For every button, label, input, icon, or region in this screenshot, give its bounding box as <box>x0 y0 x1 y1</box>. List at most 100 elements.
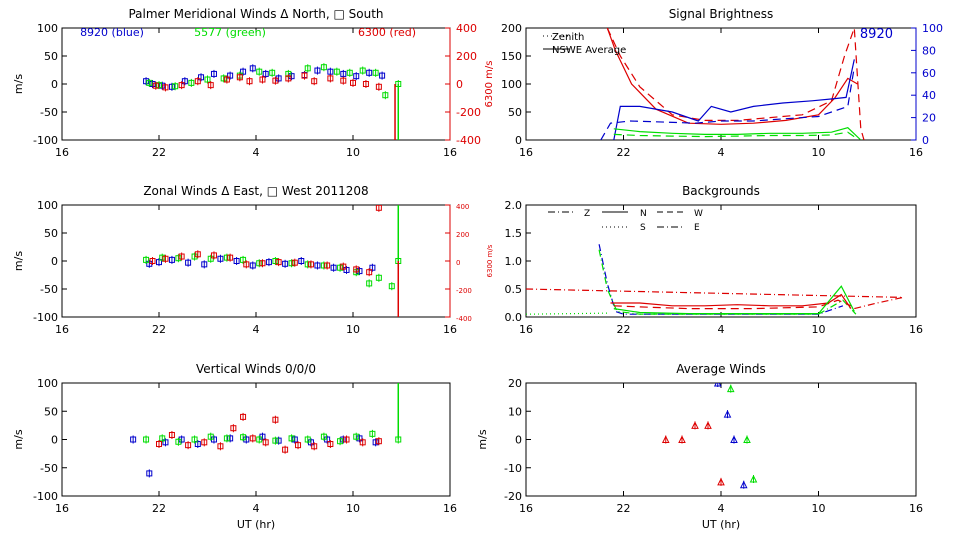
y2-tick-label: -400 <box>456 315 472 323</box>
data-point <box>343 266 350 273</box>
series-line <box>598 244 844 315</box>
data-point <box>275 437 282 444</box>
data-point <box>311 78 318 85</box>
data-point <box>314 67 321 74</box>
legend-entry: W <box>694 209 703 219</box>
y-tick-label: 0.5 <box>505 283 523 296</box>
x-tick-label: 16 <box>909 502 923 515</box>
data-point <box>272 258 279 264</box>
data-point <box>337 438 344 445</box>
data-point <box>207 255 214 262</box>
y2-tick-label: 0 <box>922 134 929 147</box>
data-point <box>739 480 748 489</box>
y2-tick-label: -200 <box>456 106 481 119</box>
panel-annotation: 8920 <box>860 27 893 42</box>
data-point <box>227 435 234 442</box>
x-tick-label: 22 <box>152 323 166 336</box>
data-point <box>291 436 298 443</box>
data-point <box>324 262 331 269</box>
series-line <box>600 67 855 140</box>
y-tick-label: 0 <box>51 434 58 447</box>
data-point <box>369 430 376 437</box>
x-tick-label: 10 <box>346 502 360 515</box>
series-line <box>613 299 852 310</box>
x-tick-label: 16 <box>909 146 923 159</box>
data-point <box>330 264 337 271</box>
data-point <box>372 69 379 76</box>
data-point <box>178 253 185 260</box>
y2-tick-label: 80 <box>922 44 936 57</box>
x-tick-label: 22 <box>152 146 166 159</box>
chart-title: Average Winds <box>676 362 766 376</box>
data-point <box>207 433 214 440</box>
data-point <box>249 65 256 72</box>
x-tick-label: 22 <box>152 502 166 515</box>
data-point <box>730 435 738 443</box>
data-point <box>375 438 382 445</box>
data-point <box>366 269 373 276</box>
data-point <box>288 435 295 442</box>
data-point <box>353 266 360 273</box>
series-line <box>613 127 862 140</box>
x-tick-label: 16 <box>55 146 69 159</box>
data-point <box>356 435 363 442</box>
y2-tick-label: 200 <box>456 50 477 63</box>
data-point <box>333 68 340 75</box>
data-point <box>320 262 327 269</box>
data-point <box>198 74 205 81</box>
data-point <box>285 75 292 82</box>
data-point <box>256 436 263 443</box>
series-line <box>613 285 855 315</box>
series-line <box>598 249 857 315</box>
series-line <box>526 312 608 315</box>
chart-title: Palmer Meridional Winds Δ North, □ South <box>128 7 383 21</box>
data-point <box>291 259 298 266</box>
legend-entry: Z <box>584 209 590 219</box>
y-tick-label: 100 <box>501 78 522 91</box>
data-point <box>194 78 201 85</box>
data-point <box>704 421 712 429</box>
data-point <box>194 251 201 258</box>
y-tick-label: 100 <box>37 22 58 35</box>
data-point <box>282 446 289 453</box>
data-point <box>262 70 269 77</box>
data-point <box>236 74 243 81</box>
data-point <box>304 261 311 268</box>
x-tick-label: 10 <box>346 146 360 159</box>
y2-tick-label: -200 <box>456 287 472 295</box>
x-tick-label: 10 <box>812 146 826 159</box>
plot-area <box>661 383 758 489</box>
plot-area <box>600 28 865 140</box>
x-tick-label: 22 <box>617 323 631 336</box>
data-point <box>320 64 327 71</box>
data-point <box>713 383 722 387</box>
plot-area <box>143 63 402 140</box>
data-point <box>143 256 150 263</box>
chart-title: Signal Brightness <box>669 7 774 21</box>
panel-5: Vertical Winds 0/0/0 16 22 4 10 16 100 50 0 -50 -1… <box>12 362 457 531</box>
data-point <box>159 435 166 442</box>
chart-title: Zonal Winds Δ East, □ West 2011208 <box>143 184 368 198</box>
data-point <box>201 261 208 268</box>
series-line <box>613 131 858 140</box>
data-point <box>149 258 156 264</box>
data-point <box>327 68 334 75</box>
data-point <box>210 252 217 259</box>
y-tick-label: 50 <box>44 227 58 240</box>
y2-axis-label: 6300 m/s <box>484 61 495 108</box>
data-point <box>168 431 175 438</box>
data-point <box>375 274 382 281</box>
data-point <box>340 70 347 77</box>
data-point <box>272 437 279 444</box>
legend-entry: N <box>640 209 647 219</box>
data-point <box>295 442 302 449</box>
y-tick-label: -100 <box>33 311 58 324</box>
data-point <box>188 79 195 86</box>
series-line <box>610 293 852 309</box>
y-tick-label: -50 <box>40 283 58 296</box>
data-point <box>320 433 327 440</box>
y-tick-label: -50 <box>40 462 58 475</box>
data-point <box>223 254 230 261</box>
